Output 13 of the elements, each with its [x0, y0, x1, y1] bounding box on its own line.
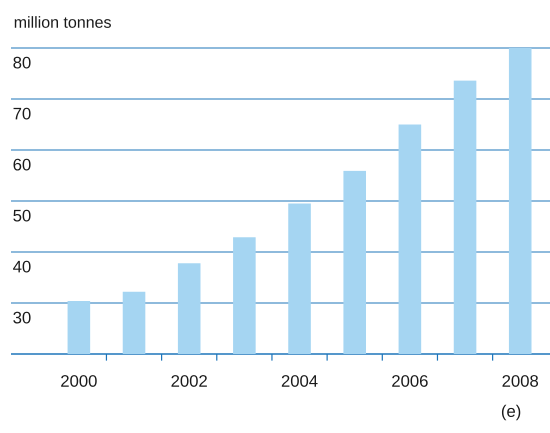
x-tick-label: 2004 — [282, 375, 318, 387]
y-axis-title: million tonnes — [14, 16, 111, 28]
y-tick-label: 30 — [13, 312, 31, 324]
text: (e) — [502, 404, 520, 420]
y-tick-label: 40 — [13, 260, 31, 273]
x-tick-label: 2006 — [392, 375, 428, 387]
x-tick-label: 2008 — [502, 375, 538, 387]
y-tick-label: 50 — [13, 210, 31, 222]
x-tick-label: 2000 — [61, 375, 97, 387]
y-tick-label: 60 — [14, 158, 31, 171]
y-tick-label: 70 — [14, 108, 31, 120]
y-tick-label: 80 — [13, 56, 31, 69]
x-tick-label: 2002 — [172, 375, 207, 387]
